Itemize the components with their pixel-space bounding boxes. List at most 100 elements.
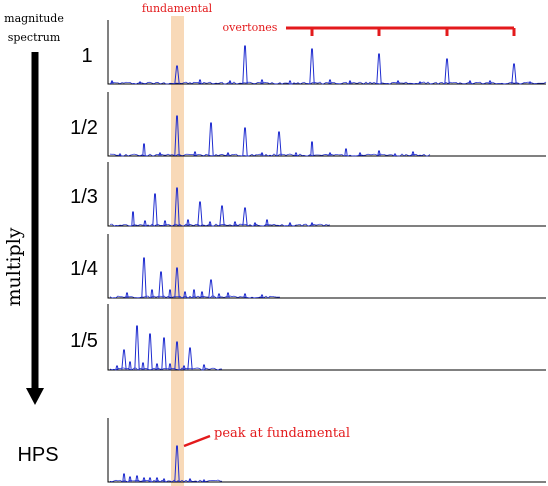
spectrum-panel (107, 234, 546, 299)
spectrum-peak (174, 65, 180, 85)
spectrum-peak (141, 362, 145, 371)
spectrum-peak (148, 477, 152, 483)
panel-axes (107, 162, 546, 227)
overtones-label: overtones (223, 21, 278, 34)
spectrum-peak (242, 207, 248, 227)
spectrum-peak (288, 80, 292, 85)
spectrum-panel (107, 304, 546, 371)
spectrum-peak (228, 80, 232, 85)
spectrum-peak (200, 291, 204, 299)
spectrum-peak (226, 292, 230, 299)
spectrum-peak (138, 81, 142, 85)
spectrum-peak (328, 79, 332, 85)
panel-axes (107, 20, 546, 85)
spectrum-peak (147, 333, 153, 371)
spectrum-peak (488, 80, 492, 85)
spectrum-peak (150, 289, 154, 299)
spectrum-peak (131, 211, 135, 227)
spectrum-peak (243, 293, 247, 299)
spectrum-peak (208, 279, 214, 299)
panel-label-1: 1 (81, 45, 92, 67)
spectrum-peak (187, 347, 193, 371)
spectrum-peak (158, 271, 164, 299)
spectrum-peak (122, 473, 126, 483)
spectrum-peak (208, 221, 212, 227)
multiply-arrow (26, 52, 44, 405)
spectrum-peak (528, 81, 532, 85)
spectrum-peak (208, 122, 214, 157)
spectrum-peak (260, 152, 264, 157)
spectrum-panel (107, 162, 546, 227)
spectrum-peak (233, 221, 237, 227)
spectrum-peak (155, 477, 159, 483)
spectrum-peak (174, 341, 180, 371)
overtones-bracket (286, 26, 516, 36)
spectrum-peak (468, 80, 472, 85)
spectrum-peak (134, 325, 140, 371)
spectrum-peak (396, 80, 400, 85)
spectrum-peak (168, 363, 172, 371)
spectrum-peak (294, 152, 298, 157)
panel-axes (107, 418, 546, 483)
spectrum-peak (265, 219, 269, 227)
spectrum-peak (186, 219, 190, 227)
spectrum-peak (174, 267, 180, 299)
spectrum-peak (310, 222, 314, 227)
spectrum-peak (142, 477, 146, 483)
spectrum-peak (288, 222, 292, 227)
spectrum-panel (107, 20, 547, 85)
spectrum-peak (377, 150, 381, 157)
spectrum-peak (142, 143, 146, 157)
spectrum-peak (161, 337, 167, 371)
spectrum-peak (174, 445, 180, 483)
spectrum-peak (118, 153, 122, 157)
spectrum-peak (260, 79, 264, 85)
spectrum-peak (242, 127, 248, 157)
spectrum-peak (276, 131, 282, 157)
spectrum-peak (158, 152, 162, 157)
spectrum-peak (141, 257, 147, 299)
spectrum-peak (188, 478, 192, 483)
spectrum-peak (217, 293, 221, 299)
spectrum-peak (128, 476, 132, 483)
spectrum-panels (107, 20, 547, 483)
spectrum-panel (107, 418, 546, 483)
panel-label-1-2: 1/2 (70, 117, 98, 139)
spectrum-peak (135, 475, 139, 483)
noise-floor (109, 153, 431, 157)
spectrum-peak (309, 48, 315, 85)
spectrum-peak (182, 365, 186, 371)
spectrum-panel (107, 92, 546, 157)
spectrum-peak (163, 220, 167, 227)
spectrum-peak (328, 152, 332, 157)
hps-label: HPS (17, 444, 58, 466)
spectrum-peak (202, 364, 206, 371)
spectrum-peak (121, 349, 127, 371)
spectrum-peak (115, 365, 119, 371)
spectrum-peak (174, 187, 180, 227)
spectrum-peak (168, 289, 172, 299)
peak-callout-line (183, 434, 211, 448)
noise-floor (109, 81, 547, 85)
spectrum-peak (197, 201, 203, 227)
spectrum-peak (219, 205, 225, 227)
spectrum-peak (253, 222, 257, 227)
spectrum-peak (110, 80, 114, 85)
spectrum-peak (183, 291, 187, 299)
spectrum-peak (192, 289, 196, 299)
spectrum-peak (226, 152, 230, 157)
spectrum-peak (260, 294, 264, 299)
peak-at-fundamental-label: peak at fundamental (214, 426, 350, 441)
spectrum-peak (202, 479, 206, 483)
spectrum-peak (128, 361, 132, 371)
spectrum-peak (198, 79, 202, 85)
spectrum-peak (310, 141, 314, 157)
spectrum-peak (511, 63, 517, 85)
spectrum-peak (143, 220, 147, 227)
multiply-label: multiply (3, 227, 25, 306)
spectrum-label: spectrum (8, 31, 61, 44)
spectrum-peak (155, 363, 159, 371)
spectrum-peak (358, 152, 362, 157)
spectrum-peak (348, 80, 352, 85)
